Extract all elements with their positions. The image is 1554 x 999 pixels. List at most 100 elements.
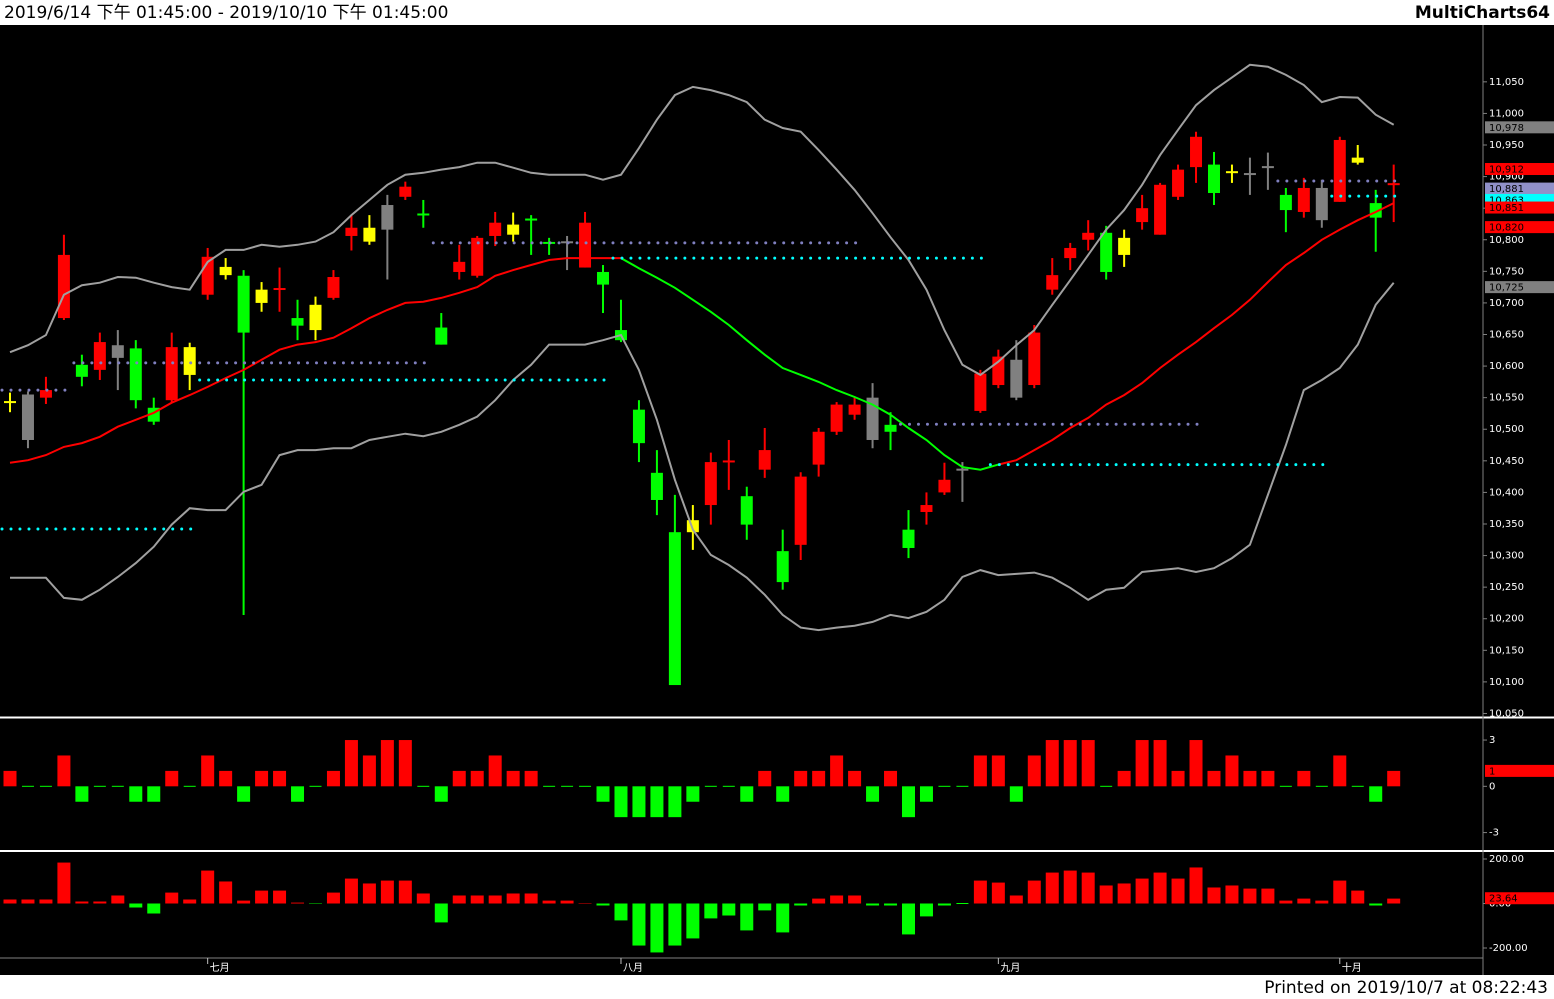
x-tick-label: 七月 [210,962,230,974]
bar [866,786,880,802]
candle-body [1154,184,1167,235]
bar [506,770,520,787]
bar [794,903,808,906]
candle-body [1136,208,1149,223]
bar [650,903,664,953]
bar [1081,740,1095,787]
candle-body [21,394,34,440]
bar [506,893,520,904]
bar [830,755,844,787]
candle-body [704,462,717,506]
bar [884,770,898,787]
candle-body [1279,194,1292,211]
candle-body [597,271,610,285]
candle-body [632,409,645,444]
bar [848,770,862,787]
y-tick-label: 10,500 [1489,424,1524,435]
bar [1261,888,1275,904]
candle-body [489,222,502,236]
bar [668,903,682,946]
bar [991,755,1005,787]
printed-note: Printed on 2019/10/7 at 08:22:43 [1264,978,1548,998]
candle-body [255,289,268,303]
candle-body [1118,237,1131,255]
candle-body [219,266,232,276]
bar [919,786,933,802]
candle-body [399,186,412,197]
bar [1207,770,1221,787]
bar [488,755,502,787]
candle-body [453,261,466,272]
bar [273,770,287,787]
bar [632,903,646,946]
bar [1009,895,1023,904]
bar [1225,885,1239,904]
candle-body [902,529,915,548]
bar [1027,755,1041,787]
y-tick-label: 10,350 [1489,519,1524,530]
candle-body [812,431,825,465]
candle-body [309,304,322,331]
bar [866,903,880,906]
y-tick-label: 10,950 [1489,140,1524,151]
bar [686,903,700,939]
bar [291,902,305,904]
candle-body [1010,359,1023,398]
candle-body [525,218,538,221]
candle-body [794,476,807,545]
candle-body [1046,275,1059,290]
bar [201,755,215,787]
bar [434,903,448,923]
y-tick-label: 10,800 [1489,235,1524,246]
bar [722,903,736,916]
bar [1045,740,1059,787]
bar [326,892,340,904]
bar [1027,880,1041,904]
bar [1117,770,1131,787]
bar [1279,900,1293,904]
bar [237,900,251,904]
indicator-line [10,282,1395,632]
bar [973,880,987,904]
candle-body [1225,171,1238,174]
bar [991,882,1005,904]
candle-body [830,404,843,432]
bar [255,770,269,787]
bar [434,786,448,802]
bar [1189,740,1203,787]
y-tick-label: -3 [1489,828,1499,839]
candle-body [93,342,106,370]
bar [219,770,233,787]
candle-body [381,205,394,230]
bar [1387,898,1401,904]
candle-body [363,227,376,242]
bar [704,903,718,919]
candle-body [507,224,520,235]
price-marker [1485,892,1554,905]
bar [380,880,394,904]
candle-body [1315,187,1328,221]
y-tick-label: -200.00 [1489,943,1528,954]
candle-body [1028,332,1041,386]
y-tick-label: 0 [1489,781,1495,792]
y-tick-label: 10,450 [1489,456,1524,467]
bar [183,899,197,904]
y-tick-label: 10,050 [1489,708,1524,719]
bar [776,903,790,933]
bar [524,893,538,904]
date-range: 2019/6/14 下午 01:45:00 - 2019/10/10 下午 01… [4,3,448,23]
price-marker-label: 1 [1489,766,1495,777]
bar [902,786,915,818]
candle-body [1082,232,1095,240]
candle-body [4,401,16,404]
candle-body [39,390,52,398]
bar [398,880,412,904]
bar [344,878,358,904]
y-tick-label: 10,300 [1489,551,1524,562]
bar [776,786,790,802]
candle-body [1351,157,1364,163]
candle-body [579,222,592,268]
candle-body [938,479,951,493]
indicator-line [9,63,1395,377]
